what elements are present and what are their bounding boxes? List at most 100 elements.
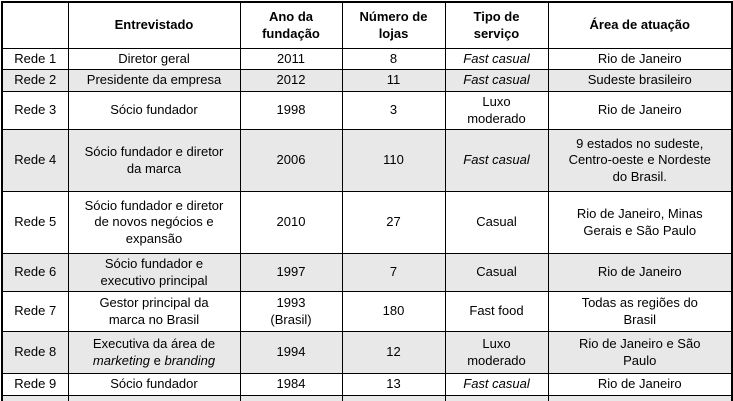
table-cell: Sócio fundador e diretor da marca xyxy=(67,129,241,192)
table-cell: 7 xyxy=(341,253,446,292)
table-cell: 2010 xyxy=(239,191,343,254)
cell-text: Rio de Janeiro xyxy=(597,376,682,392)
cell-text: Executiva da área de xyxy=(92,335,216,351)
table-cell: Rio de Janeiro xyxy=(547,373,733,396)
cell-text: 2012 xyxy=(276,72,306,88)
table-cell xyxy=(239,395,343,401)
table-cell: 9 estados no sudeste, Centro-oeste e Nor… xyxy=(547,129,733,192)
cell-text: Rede 8 xyxy=(14,344,57,360)
cell-text: 2010 xyxy=(276,214,306,230)
table-cell xyxy=(444,395,549,401)
table-cell: Sócio fundador xyxy=(67,91,241,130)
cell-text: Sócio fundador xyxy=(110,102,198,118)
table-cell: 3 xyxy=(341,91,446,130)
table-row: Rede 2 Presidente da empresa 2012 11 Fast ca… xyxy=(1,69,733,92)
cell-text: Rede 3 xyxy=(14,102,57,118)
table-cell: Luxo moderado xyxy=(444,91,549,130)
table-cell: Todas as regiões do Brasil xyxy=(547,291,733,332)
table-row: Rede 1 Diretor geral 2011 8 Fast casual Rio d… xyxy=(1,48,733,70)
cell-text: 1998 xyxy=(276,102,306,118)
cell-text: 9 estados no sudeste, Centro-oeste e Nor… xyxy=(568,135,711,184)
table-cell: 2012 xyxy=(239,69,343,92)
table-cell: 1993 (Brasil) xyxy=(239,291,343,332)
table-cell: Sócio fundador e executivo principal xyxy=(67,253,241,292)
cell-text: Rio de Janeiro, Minas Gerais e São Paulo xyxy=(576,205,703,238)
cell-text: Sócio fundador e diretor da marca xyxy=(84,143,224,176)
table-body: Rede 1 Diretor geral 2011 8 Fast casual Rio d… xyxy=(1,48,733,401)
table-cell: 180 xyxy=(341,291,446,332)
cell-text: 1993 (Brasil) xyxy=(270,294,312,327)
cell-text: e xyxy=(150,352,165,368)
table-row: Rede 9 Sócio fundador 1984 13 Fast casual Rio… xyxy=(1,373,733,396)
cell-text: 1997 xyxy=(276,264,306,280)
cell-text: 12 xyxy=(386,344,401,360)
cell-text: Casual xyxy=(476,264,517,280)
table-cell: Casual xyxy=(444,191,549,254)
table-cell: Diretor geral xyxy=(67,48,241,70)
cell-text: 11 xyxy=(386,72,401,88)
cell-text: 1984 xyxy=(276,376,306,392)
cell-text: Casual xyxy=(476,214,517,230)
cell-text: Luxo moderado xyxy=(467,93,526,126)
cell-text: Diretor geral xyxy=(118,50,190,66)
column-header: Entrevistado xyxy=(67,1,241,49)
table-row: Rede 6 Sócio fundador e executivo princip… xyxy=(1,253,733,292)
row-label-cell: Rede 4 xyxy=(1,129,69,192)
table-cell: Fast casual xyxy=(444,69,549,92)
partial-cutoff-row xyxy=(1,395,733,401)
table-row: Rede 3 Sócio fundador 1998 3 Luxo moderado Ri… xyxy=(1,91,733,130)
cell-text: 2011 xyxy=(277,50,305,66)
table-cell: Rio de Janeiro xyxy=(547,91,733,130)
table-cell: 1994 xyxy=(239,331,343,374)
cell-text: Rede 1 xyxy=(14,50,57,66)
table-cell: Fast casual xyxy=(444,48,549,70)
table-cell: Casual xyxy=(444,253,549,292)
table-cell: Rio de Janeiro e São Paulo xyxy=(547,331,733,374)
cell-text: Rio de Janeiro xyxy=(597,50,682,66)
table-cell xyxy=(341,395,446,401)
cell-text: 8 xyxy=(389,50,398,66)
table-cell: Rio de Janeiro, Minas Gerais e São Paulo xyxy=(547,191,733,254)
cell-text: Gestor principal da marca no Brasil xyxy=(99,294,209,327)
row-label-cell: Rede 9 xyxy=(1,373,69,396)
table-cell: Executiva da área de marketing e brandin… xyxy=(67,331,241,374)
table-cell: Rio de Janeiro xyxy=(547,253,733,292)
table-cell: 1998 xyxy=(239,91,343,130)
table-cell: Rio de Janeiro xyxy=(547,48,733,70)
cell-text: Sócio fundador xyxy=(110,376,198,392)
table-cell: Sócio fundador xyxy=(67,373,241,396)
cell-text: branding xyxy=(164,352,216,368)
cell-text: Rede 2 xyxy=(14,72,57,88)
table-cell: 11 xyxy=(341,69,446,92)
table-cell xyxy=(547,395,733,401)
cell-text: Rede 4 xyxy=(14,152,57,168)
cell-text: 27 xyxy=(386,214,401,230)
cell-text: Fast casual xyxy=(463,50,530,66)
cell-text: marketing xyxy=(92,352,150,368)
cell-text: Fast casual xyxy=(463,72,530,88)
table-cell: Presidente da empresa xyxy=(67,69,241,92)
row-label-cell: Rede 6 xyxy=(1,253,69,292)
column-header: Área de atuação xyxy=(547,1,733,49)
row-label-cell xyxy=(1,395,69,401)
table-row: Rede 8 Executiva da área de marketing e b… xyxy=(1,331,733,374)
cell-text: Rio de Janeiro xyxy=(597,264,682,280)
cell-text: Luxo moderado xyxy=(467,335,526,368)
table-cell: 13 xyxy=(341,373,446,396)
table-row: Rede 5 Sócio fundador e diretor de novos … xyxy=(1,191,733,254)
table-cell: 8 xyxy=(341,48,446,70)
cell-text: Rede 9 xyxy=(14,376,57,392)
row-label-cell: Rede 5 xyxy=(1,191,69,254)
table-cell: 1984 xyxy=(239,373,343,396)
row-label-cell: Rede 1 xyxy=(1,48,69,70)
row-label-cell: Rede 3 xyxy=(1,91,69,130)
table-cell: 1997 xyxy=(239,253,343,292)
row-label-cell: Rede 8 xyxy=(1,331,69,374)
cell-text: Todas as regiões do Brasil xyxy=(581,294,698,327)
cell-text: Rio de Janeiro xyxy=(597,102,682,118)
table-cell: Fast casual xyxy=(444,373,549,396)
header-row: Entrevistado Ano da fundação Número de loj… xyxy=(1,1,733,49)
table-cell: Luxo moderado xyxy=(444,331,549,374)
